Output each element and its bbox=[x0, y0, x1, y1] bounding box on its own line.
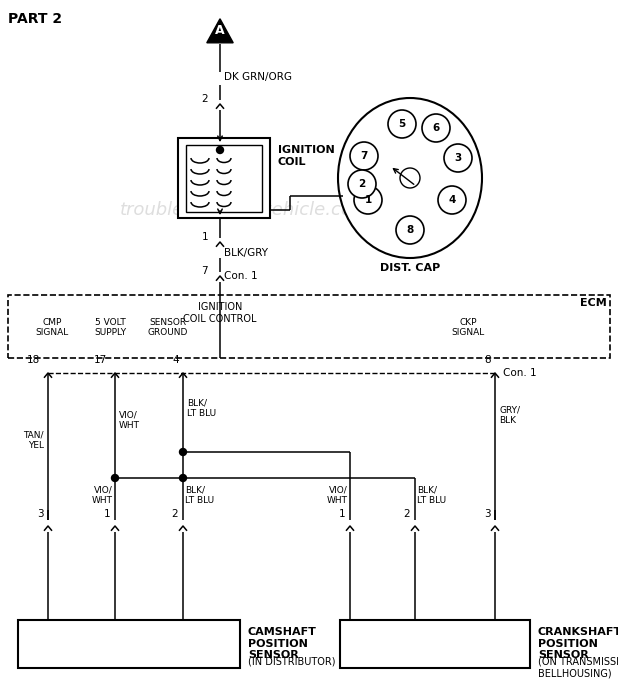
Text: VIO/
WHT: VIO/ WHT bbox=[92, 485, 113, 505]
Text: BLK/
LT BLU: BLK/ LT BLU bbox=[417, 485, 446, 505]
Circle shape bbox=[216, 146, 224, 153]
Text: 1: 1 bbox=[339, 509, 345, 519]
Text: 1: 1 bbox=[201, 232, 208, 242]
Text: 2: 2 bbox=[404, 509, 410, 519]
Circle shape bbox=[396, 216, 424, 244]
Text: BLK/
LT BLU: BLK/ LT BLU bbox=[185, 485, 214, 505]
Circle shape bbox=[111, 475, 119, 482]
Text: 2: 2 bbox=[358, 179, 366, 189]
Text: 6: 6 bbox=[433, 123, 439, 133]
Text: A: A bbox=[215, 25, 225, 37]
Text: 5: 5 bbox=[399, 119, 405, 129]
Bar bbox=[186, 145, 262, 212]
Bar bbox=[178, 138, 270, 218]
Circle shape bbox=[179, 475, 187, 482]
Bar bbox=[340, 620, 530, 668]
Text: ECM: ECM bbox=[580, 298, 607, 308]
Text: 8: 8 bbox=[485, 355, 491, 365]
Circle shape bbox=[438, 186, 466, 214]
Text: VIO/
WHT: VIO/ WHT bbox=[119, 410, 140, 430]
Circle shape bbox=[444, 144, 472, 172]
Polygon shape bbox=[207, 19, 233, 43]
Circle shape bbox=[348, 170, 376, 198]
Circle shape bbox=[400, 168, 420, 188]
Text: DK GRN/ORG: DK GRN/ORG bbox=[224, 72, 292, 82]
Text: VIO/
WHT: VIO/ WHT bbox=[327, 485, 348, 505]
Text: Con. 1: Con. 1 bbox=[224, 271, 258, 281]
Text: (IN DISTRIBUTOR): (IN DISTRIBUTOR) bbox=[248, 657, 336, 667]
Text: 3: 3 bbox=[484, 509, 490, 519]
Text: IGNITION
COIL CONTROL: IGNITION COIL CONTROL bbox=[184, 302, 256, 323]
Text: Con. 1: Con. 1 bbox=[503, 368, 536, 378]
Text: 7: 7 bbox=[360, 151, 368, 161]
Text: (ON TRANSMISSION
BELLHOUSING): (ON TRANSMISSION BELLHOUSING) bbox=[538, 657, 618, 678]
Text: IGNITION
COIL: IGNITION COIL bbox=[278, 145, 335, 167]
Text: GRY/
BLK: GRY/ BLK bbox=[499, 405, 520, 425]
Text: CAMSHAFT
POSITION
SENSOR: CAMSHAFT POSITION SENSOR bbox=[248, 627, 317, 660]
Text: 2: 2 bbox=[172, 509, 179, 519]
Text: 4: 4 bbox=[172, 355, 179, 365]
Text: 8: 8 bbox=[407, 225, 413, 235]
Text: 3: 3 bbox=[454, 153, 462, 163]
Text: 1: 1 bbox=[104, 509, 110, 519]
Text: PART 2: PART 2 bbox=[8, 12, 62, 26]
Text: BLK/GRY: BLK/GRY bbox=[224, 248, 268, 258]
Circle shape bbox=[354, 186, 382, 214]
Text: TAN/
YEL: TAN/ YEL bbox=[23, 430, 44, 449]
Text: DIST. CAP: DIST. CAP bbox=[380, 263, 440, 273]
Ellipse shape bbox=[338, 98, 482, 258]
Text: CRANKSHAFT
POSITION
SENSOR: CRANKSHAFT POSITION SENSOR bbox=[538, 627, 618, 660]
Text: troubleshootmyvehicle.com: troubleshootmyvehicle.com bbox=[120, 201, 370, 219]
Text: 2: 2 bbox=[201, 94, 208, 104]
Text: 7: 7 bbox=[201, 266, 208, 276]
Text: CKP
SIGNAL: CKP SIGNAL bbox=[451, 318, 485, 337]
Circle shape bbox=[388, 110, 416, 138]
Bar bbox=[8, 295, 610, 358]
Circle shape bbox=[422, 114, 450, 142]
Text: 18: 18 bbox=[27, 355, 40, 365]
Text: CMP
SIGNAL: CMP SIGNAL bbox=[35, 318, 69, 337]
Text: BLK/
LT BLU: BLK/ LT BLU bbox=[187, 398, 216, 418]
Text: 5 VOLT
SUPPLY: 5 VOLT SUPPLY bbox=[94, 318, 126, 337]
Circle shape bbox=[350, 142, 378, 170]
Bar bbox=[18, 620, 240, 668]
Text: 1: 1 bbox=[365, 195, 371, 205]
Text: 3: 3 bbox=[36, 509, 43, 519]
Text: 4: 4 bbox=[448, 195, 455, 205]
Circle shape bbox=[179, 449, 187, 456]
Text: SENSOR
GROUND: SENSOR GROUND bbox=[148, 318, 188, 337]
Text: 17: 17 bbox=[94, 355, 107, 365]
